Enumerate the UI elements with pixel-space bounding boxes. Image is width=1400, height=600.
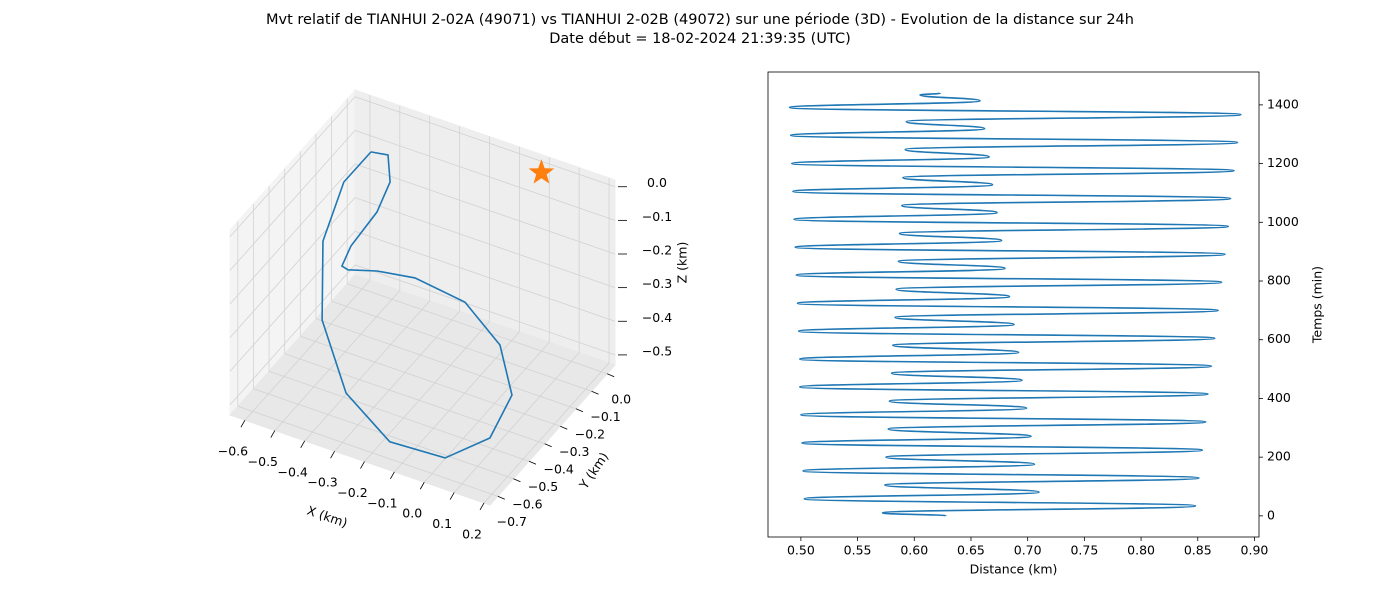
z-axis-label: Z (km) (675, 242, 690, 284)
grid-line (300, 335, 561, 427)
x-axis-label: Distance (km) (970, 562, 1058, 577)
x-tick-label: −0.2 (337, 485, 367, 500)
grid-line (229, 96, 356, 237)
x-tick (449, 492, 455, 500)
grid-line (347, 283, 608, 375)
y-tick-label: 600 (1267, 331, 1291, 346)
x-tick-label: 0.70 (1014, 543, 1042, 558)
y-tick (513, 478, 521, 483)
figure-title: Mvt relatif de TIANHUI 2-02A (49071) vs … (266, 12, 1134, 28)
y-tick-label: 0.0 (611, 391, 631, 406)
grid-line (354, 96, 616, 188)
y-tick-label: 0 (1267, 507, 1275, 522)
y-tick (591, 390, 599, 395)
y-tick (560, 425, 568, 430)
grid-line (237, 405, 498, 497)
y-tick-label: 1400 (1267, 96, 1299, 111)
grid-line (304, 300, 431, 442)
x-tick-label: 0.0 (402, 506, 422, 521)
y-tick (497, 495, 505, 500)
x-tick (360, 461, 365, 469)
grid-line (364, 321, 490, 462)
grid-line (453, 352, 580, 493)
y-tick (528, 460, 537, 465)
grid-line (274, 290, 401, 431)
y-tick-label: −0.2 (575, 426, 605, 441)
y-tick-label: 1200 (1267, 155, 1299, 170)
z-tick-label: −0.3 (642, 276, 672, 291)
z-tick-label: 0.0 (647, 175, 667, 190)
x-tick-label: −0.3 (307, 475, 337, 490)
z-tick-label: −0.5 (642, 343, 672, 358)
x-tick (419, 482, 425, 490)
y-tick (607, 373, 615, 378)
plot-frame (767, 71, 1260, 538)
y-tick-label: 800 (1267, 273, 1291, 288)
grid-line (354, 230, 616, 322)
grid-line (354, 197, 616, 289)
y-axis-label: Temps (min) (1310, 266, 1325, 344)
grid-line (354, 264, 616, 356)
x-tick (390, 471, 395, 480)
distance-line (788, 92, 1242, 517)
x-tick-label: 0.65 (957, 543, 985, 558)
grid-line (483, 362, 610, 504)
y-tick-label: −0.7 (497, 514, 527, 529)
x-axis-label: X (km) (305, 503, 349, 531)
y-tick (575, 408, 584, 413)
x-tick (479, 502, 485, 511)
grid-line (268, 370, 530, 462)
y-tick-label: 1000 (1267, 214, 1299, 229)
x-tick-label: −0.4 (278, 464, 308, 479)
x-tick-label: 0.50 (787, 543, 815, 558)
x-tick-label: 0.80 (1127, 543, 1155, 558)
x-tick-label: −0.5 (248, 454, 278, 469)
x-tick-label: −0.6 (218, 444, 248, 459)
grid-line (244, 279, 371, 421)
z-tick-label: −0.2 (642, 243, 672, 258)
grid-line (229, 197, 356, 338)
y-tick-label: 200 (1267, 449, 1291, 464)
grid-line (423, 341, 550, 483)
x-tick-label: 0.85 (1184, 543, 1212, 558)
grid-line (229, 264, 356, 406)
star-marker (528, 159, 555, 184)
grid-line (229, 163, 356, 305)
grid-line (229, 231, 356, 372)
y-tick-label: −0.6 (512, 496, 542, 511)
grid-line (229, 130, 356, 271)
x-tick (240, 419, 246, 428)
x-tick-label: 0.2 (462, 526, 482, 541)
grid-line (354, 163, 616, 255)
grid-line (331, 300, 592, 392)
figure-subtitle: Date début = 18-02-2024 21:39:35 (UTC) (549, 31, 851, 47)
x-tick-label: 0.90 (1241, 543, 1269, 558)
x-tick (300, 440, 306, 449)
x-tick-label: 0.60 (900, 543, 928, 558)
x-tick-label: 0.1 (432, 516, 452, 531)
grid-line (354, 129, 616, 221)
y-tick (544, 443, 552, 448)
x-tick (270, 430, 276, 438)
x-tick-label: −0.1 (367, 495, 397, 510)
z-tick-label: −0.4 (642, 310, 672, 325)
y-tick-label: −0.5 (528, 479, 558, 494)
x-tick-label: 0.75 (1070, 543, 1098, 558)
y-tick-label: −0.4 (544, 461, 574, 476)
y-tick-label: 400 (1267, 390, 1291, 405)
x-tick (330, 451, 335, 459)
trajectory-line (321, 151, 513, 459)
z-tick-label: −0.1 (642, 209, 672, 224)
x-tick-label: 0.55 (844, 543, 872, 558)
grid-line (284, 353, 545, 445)
y-tick-label: −0.3 (559, 444, 589, 459)
y-tick-label: −0.1 (590, 409, 620, 424)
grid-line (334, 310, 460, 452)
grid-line (315, 318, 577, 410)
